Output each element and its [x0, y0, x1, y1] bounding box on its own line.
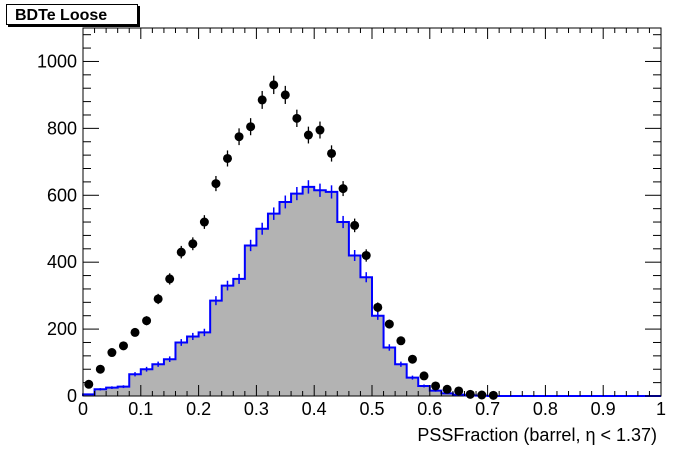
y-tick-label: 1000	[37, 51, 77, 71]
x-tick-label: 0.2	[186, 399, 211, 419]
data-point	[477, 390, 487, 400]
x-tick-label: 0.1	[128, 399, 153, 419]
x-tick-label: 0.5	[359, 399, 384, 419]
y-tick-label: 200	[47, 319, 77, 339]
data-point	[396, 336, 406, 346]
data-point	[176, 247, 186, 257]
y-tick-label: 0	[67, 386, 77, 406]
y-tick-label: 800	[47, 118, 77, 138]
x-tick-label: 0.7	[475, 399, 500, 419]
data-point	[488, 390, 498, 400]
x-tick-label: 0.3	[244, 399, 269, 419]
axis-ticks	[82, 28, 662, 397]
x-tick-label: 0	[78, 399, 88, 419]
data-point	[327, 148, 337, 158]
data-point	[269, 80, 279, 90]
data-point	[361, 250, 371, 260]
data-point	[454, 386, 464, 396]
data-point	[118, 341, 128, 351]
data-point	[384, 319, 394, 329]
data-point	[153, 294, 163, 304]
y-tick-label: 400	[47, 252, 77, 272]
data-point	[95, 364, 105, 374]
chart-title: BDTe Loose	[6, 4, 138, 25]
data-point	[130, 327, 140, 337]
data-point	[465, 389, 475, 399]
data-point	[223, 153, 232, 163]
data-point	[442, 384, 452, 394]
data-point	[107, 348, 117, 358]
x-tick-label: 0.8	[533, 399, 558, 419]
data-point	[292, 113, 302, 123]
data-point	[257, 95, 267, 105]
x-tick-label: 0.6	[417, 399, 442, 419]
x-tick-label: 0.9	[591, 399, 616, 419]
data-point	[211, 179, 221, 189]
data-point	[315, 125, 325, 135]
data-point	[419, 371, 429, 381]
data-point	[84, 379, 94, 389]
data-point	[373, 302, 383, 312]
data-point	[246, 122, 256, 132]
data-point	[234, 132, 244, 142]
data-point	[165, 274, 175, 284]
x-tick-label: 0.4	[302, 399, 327, 419]
x-axis-label: PSSFraction (barrel, η < 1.37)	[417, 425, 657, 445]
data-point	[431, 381, 441, 391]
data-point	[142, 316, 152, 326]
data-point	[407, 354, 417, 364]
y-tick-label: 600	[47, 185, 77, 205]
data-point	[199, 217, 209, 227]
data-point	[338, 184, 348, 194]
data-point	[280, 90, 290, 100]
axis-tick-labels: 0 0.1 0.2 0.3 0.4 0.5 0.6 0.7 0.8 0.9 1 0 200 400 600 8…	[37, 51, 666, 419]
data-point	[188, 239, 198, 249]
data-points	[84, 75, 498, 400]
data-point	[350, 220, 360, 230]
data-point	[303, 130, 313, 140]
x-tick-label: 1	[656, 399, 666, 419]
